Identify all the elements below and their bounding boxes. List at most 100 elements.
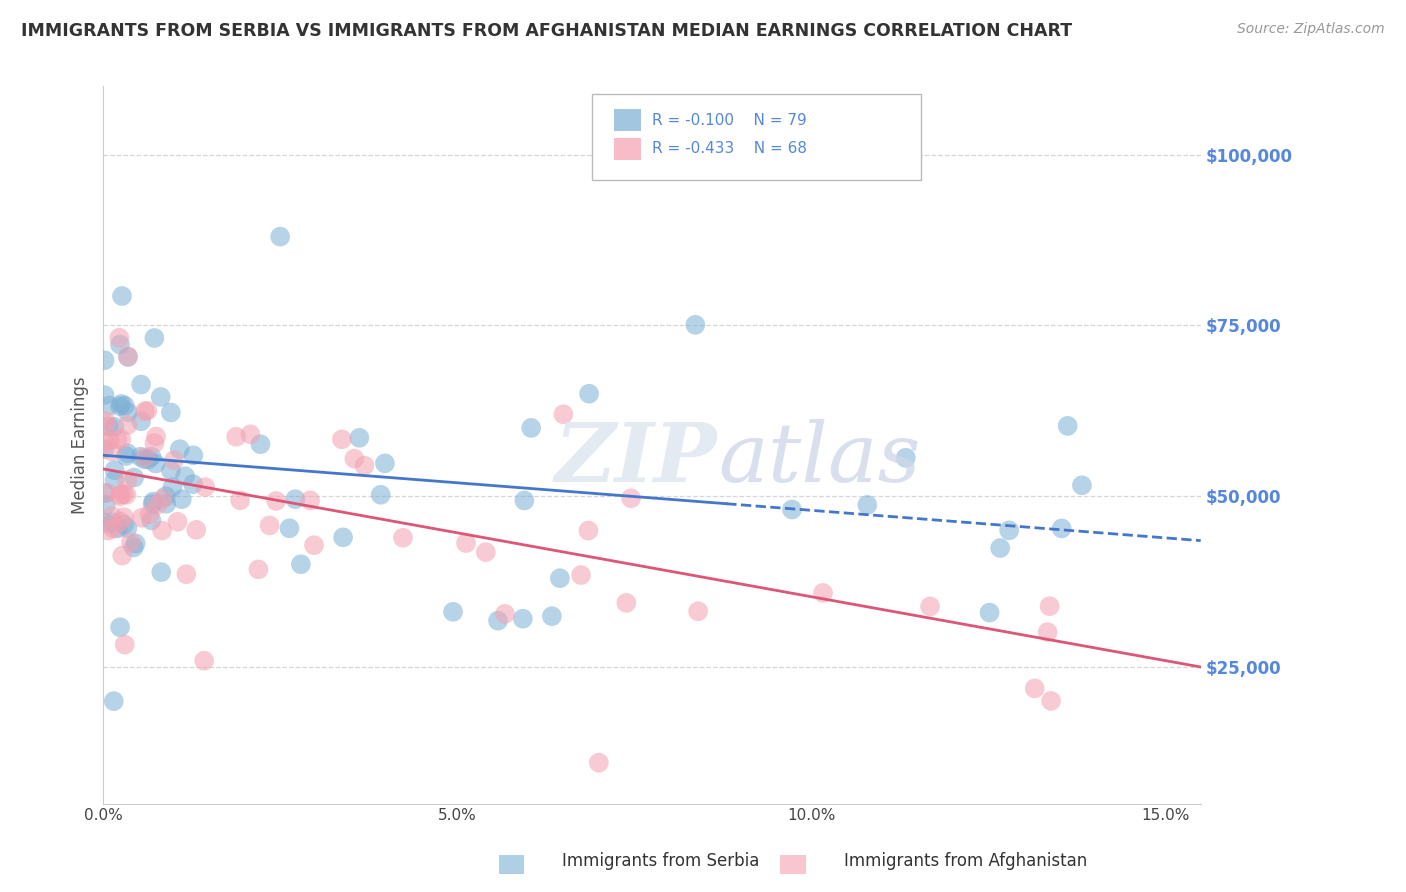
Point: [141, 450, 163, 464]
Point: [94, 417, 117, 432]
Point: [569, 568, 592, 582]
Point: [162, 480, 184, 494]
Text: Immigrants from Serbia: Immigrants from Serbia: [562, 852, 759, 870]
Point: [93, 435, 115, 450]
Point: [486, 614, 509, 628]
Point: [780, 502, 803, 516]
Point: [142, 497, 165, 511]
Point: [94, 414, 117, 428]
Point: [370, 488, 392, 502]
Point: [122, 470, 145, 484]
Point: [107, 432, 129, 446]
Point: [142, 494, 165, 508]
Point: [441, 605, 464, 619]
Point: [138, 507, 160, 521]
Point: [129, 450, 152, 464]
Point: [475, 545, 498, 559]
Point: [149, 390, 172, 404]
Text: atlas: atlas: [718, 419, 920, 500]
Point: [114, 399, 136, 413]
Point: [152, 491, 174, 506]
Point: [166, 515, 188, 529]
Point: [120, 535, 142, 549]
Point: [101, 515, 124, 529]
Point: [194, 480, 217, 494]
Point: [181, 477, 204, 491]
Point: [193, 654, 215, 668]
Point: [512, 612, 534, 626]
Text: Immigrants from Afghanistan: Immigrants from Afghanistan: [844, 852, 1087, 870]
Point: [685, 318, 707, 332]
Point: [129, 414, 152, 428]
Point: [284, 492, 307, 507]
Point: [93, 486, 115, 500]
Point: [141, 513, 163, 527]
Point: [108, 620, 131, 634]
Point: [688, 604, 710, 618]
Point: [114, 638, 136, 652]
Point: [103, 522, 125, 536]
Bar: [613, 110, 641, 131]
Point: [343, 451, 366, 466]
Point: [1071, 478, 1094, 492]
Point: [225, 430, 247, 444]
Point: [160, 405, 183, 419]
Point: [103, 694, 125, 708]
Bar: [613, 138, 641, 160]
Point: [146, 498, 169, 512]
Point: [103, 463, 125, 477]
Point: [578, 524, 600, 538]
Point: [174, 469, 197, 483]
Point: [856, 498, 879, 512]
Point: [101, 508, 124, 523]
Point: [330, 432, 353, 446]
Point: [979, 606, 1001, 620]
Point: [588, 756, 610, 770]
Point: [131, 510, 153, 524]
Point: [143, 331, 166, 345]
Point: [541, 609, 564, 624]
Point: [117, 521, 139, 535]
Point: [145, 429, 167, 443]
Point: [259, 518, 281, 533]
Point: [145, 457, 167, 471]
Point: [136, 403, 159, 417]
Text: ZIP: ZIP: [555, 419, 718, 500]
Point: [553, 407, 575, 421]
Point: [143, 436, 166, 450]
Point: [249, 437, 271, 451]
Point: [115, 473, 138, 487]
Point: [1036, 625, 1059, 640]
Point: [186, 523, 208, 537]
Point: [278, 521, 301, 535]
Point: [108, 337, 131, 351]
Point: [392, 531, 415, 545]
Point: [98, 434, 121, 448]
Point: [108, 399, 131, 413]
Point: [1050, 521, 1073, 535]
Point: [97, 419, 120, 434]
Point: [96, 485, 118, 500]
Point: [614, 596, 637, 610]
Point: [110, 515, 132, 529]
Text: Source: ZipAtlas.com: Source: ZipAtlas.com: [1237, 22, 1385, 37]
Point: [129, 377, 152, 392]
Point: [101, 444, 124, 458]
Point: [117, 350, 139, 364]
Point: [93, 442, 115, 456]
Point: [117, 417, 139, 432]
Point: [155, 497, 177, 511]
Y-axis label: Median Earnings: Median Earnings: [72, 376, 89, 514]
Point: [150, 565, 173, 579]
Text: R = -0.100    N = 79: R = -0.100 N = 79: [652, 112, 807, 128]
Point: [998, 524, 1021, 538]
Point: [93, 388, 115, 402]
Point: [98, 399, 121, 413]
Point: [97, 524, 120, 538]
Point: [110, 487, 132, 501]
Point: [374, 456, 396, 470]
Point: [454, 536, 477, 550]
Point: [93, 353, 115, 368]
Point: [108, 490, 131, 504]
Point: [134, 404, 156, 418]
